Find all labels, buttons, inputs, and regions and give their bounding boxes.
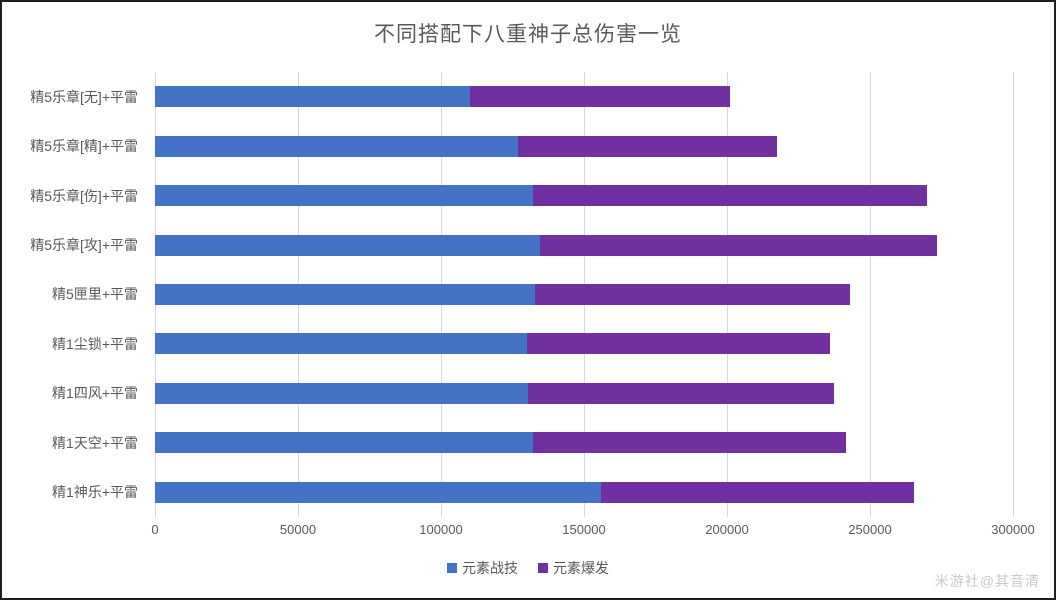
- chart-title: 不同搭配下八重神子总伤害一览: [374, 23, 682, 46]
- category-label: 精5匣里+平雷: [52, 286, 138, 303]
- category-label: 精1四风+平雷: [52, 385, 138, 402]
- stacked-bar: [155, 382, 1013, 404]
- bar-segment-元素爆发: [528, 382, 835, 404]
- bar-row: [155, 319, 1013, 368]
- category-label: 精1天空+平雷: [52, 434, 138, 451]
- x-tick-label: 50000: [279, 522, 317, 537]
- stacked-bar: [155, 234, 1013, 256]
- category-label: 精5乐章[攻]+平雷: [30, 237, 138, 254]
- bar-segment-元素战技: [155, 135, 519, 157]
- stacked-bar: [155, 86, 1013, 108]
- bar-row: [155, 72, 1013, 121]
- bar-row: [155, 369, 1013, 418]
- legend-item: 元素爆发: [538, 558, 609, 578]
- category-label: 精5乐章[精]+平雷: [30, 138, 138, 155]
- bar-row: [155, 171, 1013, 220]
- legend-label: 元素战技: [462, 560, 518, 576]
- gridline: [1013, 72, 1014, 517]
- bar-segment-元素爆发: [526, 333, 830, 355]
- watermark: 米游社@其音清: [934, 573, 1040, 589]
- x-tick-label: 250000: [848, 522, 892, 537]
- stacked-bar: [155, 283, 1013, 305]
- legend: 元素战技 元素爆发: [2, 558, 1054, 578]
- bar-segment-元素战技: [155, 86, 470, 108]
- legend-swatch-icon: [447, 563, 457, 573]
- bar-segment-元素战技: [155, 382, 529, 404]
- x-tick-label: 100000: [419, 522, 463, 537]
- bar-row: [155, 418, 1013, 467]
- bar-row: [155, 121, 1013, 170]
- legend-item: 元素战技: [447, 558, 518, 578]
- stacked-bar: [155, 481, 1013, 503]
- x-axis-ticks: 0 50000 100000 150000 200000 250000 300000: [151, 522, 1034, 540]
- bar-segment-元素爆发: [601, 481, 915, 503]
- bar-segment-元素战技: [155, 185, 533, 207]
- bar-segment-元素战技: [155, 333, 527, 355]
- stacked-bar: [155, 333, 1013, 355]
- bar-segment-元素爆发: [532, 185, 928, 207]
- category-label: 精5乐章[无]+平雷: [30, 88, 138, 105]
- bar-row: [155, 270, 1013, 319]
- bar-segment-元素爆发: [532, 432, 846, 454]
- bar-segment-元素战技: [155, 432, 533, 454]
- category-label: 精5乐章[伤]+平雷: [30, 187, 138, 204]
- x-tick-label: 0: [151, 522, 159, 537]
- bar-segment-元素爆发: [539, 234, 938, 256]
- x-tick-label: 200000: [705, 522, 749, 537]
- legend-label: 元素爆发: [553, 560, 609, 576]
- bar-rows: [155, 72, 1013, 517]
- category-axis-labels: 精5乐章[无]+平雷 精5乐章[精]+平雷 精5乐章[伤]+平雷 精5乐章[攻]+平雷…: [2, 72, 147, 517]
- x-tick-label: 300000: [991, 522, 1035, 537]
- bar-segment-元素爆发: [535, 283, 850, 305]
- bar-segment-元素战技: [155, 234, 540, 256]
- stacked-bar: [155, 432, 1013, 454]
- bar-segment-元素爆发: [469, 86, 730, 108]
- category-label: 精1神乐+平雷: [52, 484, 138, 501]
- category-label: 精1尘锁+平雷: [52, 335, 138, 352]
- bar-segment-元素战技: [155, 481, 602, 503]
- stacked-bar: [155, 185, 1013, 207]
- stacked-bar: [155, 135, 1013, 157]
- bar-row: [155, 220, 1013, 269]
- x-tick-label: 150000: [562, 522, 606, 537]
- bar-segment-元素爆发: [518, 135, 778, 157]
- bar-segment-元素战技: [155, 283, 536, 305]
- legend-swatch-icon: [538, 563, 548, 573]
- gridline: [870, 72, 871, 517]
- bar-row: [155, 468, 1013, 517]
- plot-area: [155, 72, 1014, 517]
